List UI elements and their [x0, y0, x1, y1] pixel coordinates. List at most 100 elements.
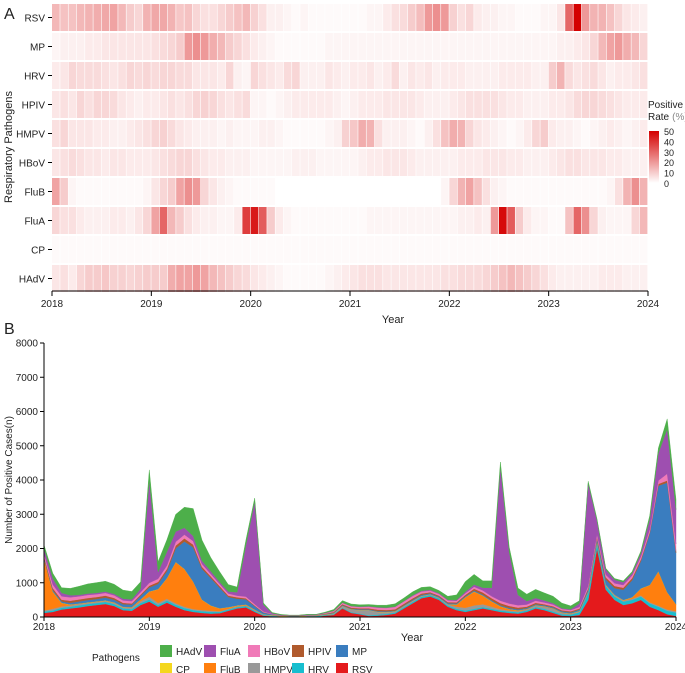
- heatmap-cell: [606, 120, 615, 147]
- heatmap-cell: [515, 178, 524, 205]
- heatmap-cell: [449, 4, 458, 31]
- heatmap-cell: [217, 4, 226, 31]
- heatmap-cell: [474, 33, 482, 60]
- heatmap-cell: [250, 236, 259, 263]
- heatmap-cell: [573, 62, 582, 89]
- heatmap-cell: [109, 178, 118, 205]
- heatmap-cell: [374, 236, 383, 263]
- heatmap-cell: [424, 149, 433, 176]
- heatmap-x-tick-label: 2024: [637, 299, 660, 310]
- heatmap-cell: [499, 265, 507, 292]
- heatmap-cell: [383, 120, 391, 147]
- heatmap-cell: [68, 149, 77, 176]
- heatmap-cell: [68, 207, 77, 234]
- heatmap-cell: [217, 265, 226, 292]
- heatmap-x-tick-label: 2023: [538, 299, 561, 310]
- heatmap-cell: [482, 265, 491, 292]
- heatmap-cell: [109, 4, 118, 31]
- heatmap-cell: [614, 120, 623, 147]
- heatmap-cell: [639, 236, 648, 263]
- heatmap-cell: [631, 207, 640, 234]
- legend-title: Pathogens: [92, 653, 140, 664]
- heatmap-cell: [101, 4, 110, 31]
- heatmap-cell: [267, 236, 275, 263]
- heatmap-cell: [85, 178, 93, 205]
- heatmap-cell: [60, 120, 68, 147]
- heatmap-cell: [614, 178, 623, 205]
- heatmap-cell: [109, 33, 118, 60]
- heatmap-x-tick-label: 2018: [41, 299, 64, 310]
- heatmap-cell: [134, 33, 143, 60]
- heatmap-cell: [358, 207, 366, 234]
- heatmap-cell: [631, 91, 640, 118]
- heatmap-cell: [209, 120, 217, 147]
- heatmap-cell: [581, 207, 590, 234]
- heatmap-cell: [300, 62, 309, 89]
- heatmap-cell: [639, 33, 648, 60]
- heatmap-cell: [201, 149, 209, 176]
- heatmap-cell: [565, 149, 573, 176]
- heatmap-cell: [234, 4, 242, 31]
- heatmap-cell: [192, 178, 201, 205]
- panel-label-a: A: [4, 6, 15, 23]
- heatmap-cell: [325, 4, 333, 31]
- heatmap-cell: [482, 4, 491, 31]
- heatmap-cell: [350, 91, 358, 118]
- heatmap-cell: [383, 178, 391, 205]
- heatmap-cell: [225, 149, 234, 176]
- heatmap-cell: [515, 91, 524, 118]
- heatmap-cell: [93, 33, 102, 60]
- heatmap-cell: [85, 120, 93, 147]
- heatmap-cell: [151, 62, 160, 89]
- heatmap-cell: [225, 33, 234, 60]
- heatmap-cell: [192, 207, 201, 234]
- heatmap-cell: [457, 178, 466, 205]
- heatmap-cell: [474, 265, 482, 292]
- heatmap-cell: [407, 33, 416, 60]
- area-y-tick-label: 5000: [16, 441, 39, 452]
- heatmap-cell: [482, 236, 491, 263]
- heatmap-cell: [416, 265, 424, 292]
- heatmap-cell: [606, 149, 615, 176]
- heatmap-cell: [176, 62, 184, 89]
- heatmap-cell: [283, 149, 292, 176]
- heatmap-cell: [167, 236, 176, 263]
- heatmap-cell: [234, 62, 242, 89]
- heatmap-cell: [93, 4, 102, 31]
- heatmap-cell: [275, 120, 284, 147]
- heatmap-cell: [134, 178, 143, 205]
- heatmap-cell: [134, 149, 143, 176]
- heatmap-cell: [109, 91, 118, 118]
- heatmap-cell: [192, 91, 201, 118]
- heatmap-cell: [60, 33, 68, 60]
- colorbar-tick-label: 10: [664, 169, 674, 179]
- heatmap-cell: [308, 149, 317, 176]
- heatmap-cell: [85, 265, 93, 292]
- heatmap-cell: [366, 149, 375, 176]
- heatmap-cell: [184, 207, 193, 234]
- heatmap-cells: [52, 4, 648, 292]
- legend-swatch: [336, 663, 348, 673]
- heatmap-cell: [258, 178, 267, 205]
- heatmap-cell: [366, 4, 375, 31]
- heatmap-cell: [159, 149, 168, 176]
- heatmap-cell: [432, 91, 441, 118]
- heatmap-cell: [374, 149, 383, 176]
- heatmap-cell: [590, 33, 598, 60]
- heatmap-cell: [482, 178, 491, 205]
- heatmap-cell: [93, 120, 102, 147]
- heatmap-cell: [449, 120, 458, 147]
- heatmap-cell: [350, 149, 358, 176]
- heatmap-cell: [118, 33, 126, 60]
- heatmap-cell: [416, 91, 424, 118]
- heatmap-cell: [159, 120, 168, 147]
- heatmap-cell: [581, 33, 590, 60]
- heatmap-cell: [184, 178, 193, 205]
- heatmap-cell: [556, 236, 565, 263]
- heatmap-cell: [515, 265, 524, 292]
- heatmap-cell: [432, 178, 441, 205]
- heatmap-cell: [134, 236, 143, 263]
- heatmap-cell: [126, 149, 135, 176]
- area-series: [43, 418, 677, 618]
- heatmap-cell: [300, 120, 309, 147]
